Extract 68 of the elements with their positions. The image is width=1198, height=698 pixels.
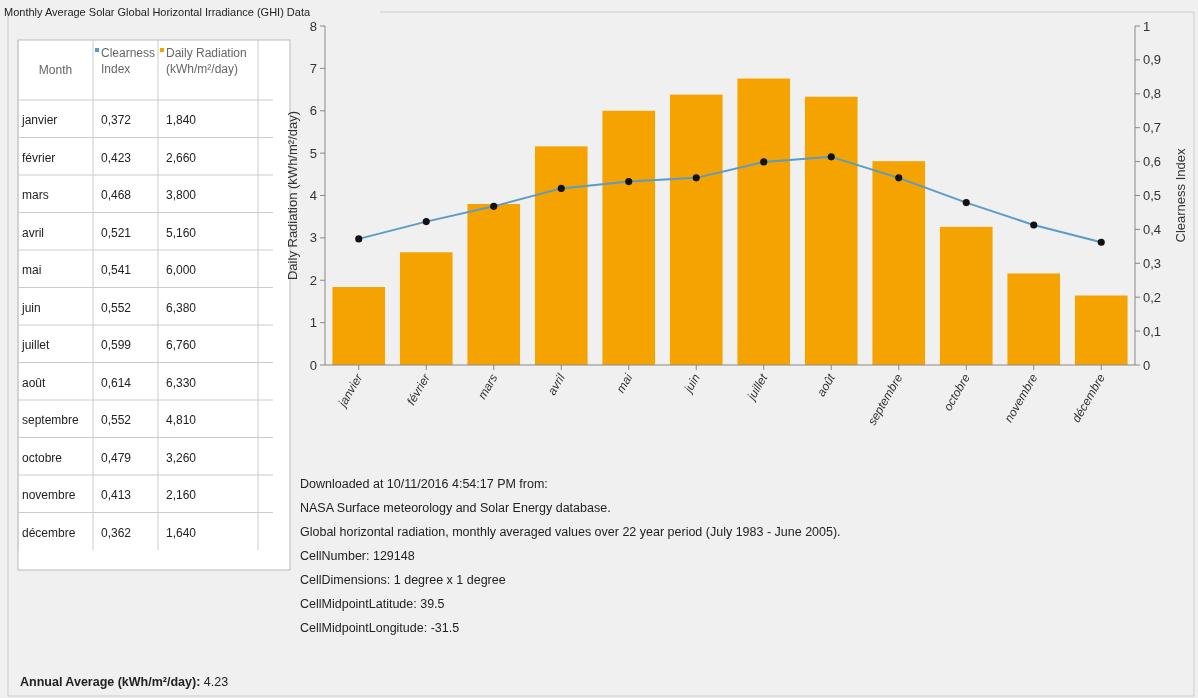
y2-tick-label: 0,7 xyxy=(1143,120,1162,136)
text: 3,260 xyxy=(166,450,197,465)
category-label: novembre xyxy=(22,488,76,502)
text: 0,413 xyxy=(101,488,132,502)
text: 0,479 xyxy=(101,450,132,465)
y2-axis-title: Clearness Index xyxy=(1173,148,1188,243)
text: 6,330 xyxy=(166,375,197,390)
y-tick-label: 1 xyxy=(309,315,317,331)
category-label: avril xyxy=(22,225,45,240)
y-tick-label: 5 xyxy=(309,145,317,161)
category-label: février xyxy=(22,150,56,165)
y-tick-label: 3 xyxy=(309,230,317,246)
y2-tick-label: 0,2 xyxy=(1143,289,1162,305)
text: 0,468 xyxy=(101,188,132,202)
text: CellNumber: 129148 xyxy=(300,549,415,563)
text: 6,000 xyxy=(166,263,197,277)
text: 0,599 xyxy=(101,338,132,352)
category-label: janvier xyxy=(22,113,58,127)
legend-label: Daily Radiation (kWh/m²/day) xyxy=(166,46,247,76)
category-label: mars xyxy=(22,188,49,202)
text: 6,380 xyxy=(166,300,197,315)
y-tick-label: 2 xyxy=(309,272,317,288)
text: 0,521 xyxy=(101,225,132,240)
text: 2,160 xyxy=(166,488,197,502)
text: 0,541 xyxy=(101,263,132,277)
y-tick-label: 8 xyxy=(309,18,317,34)
text: 3,800 xyxy=(166,188,197,202)
y2-tick-label: 0,8 xyxy=(1143,86,1162,102)
y2-tick-label: 0,6 xyxy=(1143,154,1162,170)
text: 0,362 xyxy=(101,525,132,540)
text: 1,840 xyxy=(166,113,197,127)
y2-tick-label: 0,4 xyxy=(1143,221,1162,237)
text: CellDimensions: 1 degree x 1 degree xyxy=(300,573,506,587)
text: CellMidpointLatitude: 39.5 xyxy=(300,597,445,611)
y-axis-title: Daily Radiation (kWh/m²/day) xyxy=(285,110,300,281)
text: Monthly Average Solar Global Horizontal Irradiance (GHI) Data xyxy=(4,6,311,18)
text: Annual Average (kWh/m²/day): 4.23 xyxy=(20,675,229,689)
category-label: juin xyxy=(22,300,41,315)
y2-tick-label: 0 xyxy=(1143,357,1151,373)
text: 0,552 xyxy=(101,413,132,427)
text: Downloaded at 10/11/2016 4:54:17 PM from: xyxy=(300,477,548,491)
text: NASA Surface meteorology and Solar Energy database. xyxy=(300,501,611,515)
category-label: octobre xyxy=(22,450,63,465)
y2-tick-label: 1 xyxy=(1143,18,1151,34)
y2-tick-label: 0,9 xyxy=(1143,52,1162,68)
y-tick-label: 7 xyxy=(309,60,317,76)
category-label: mai xyxy=(22,263,42,277)
text: 0,423 xyxy=(101,150,132,165)
text: 0,372 xyxy=(101,113,132,127)
y2-tick-label: 0,1 xyxy=(1143,323,1162,339)
text: 2,660 xyxy=(166,150,197,165)
text: 4,810 xyxy=(166,413,197,427)
text: CellMidpointLongitude: -31.5 xyxy=(300,621,460,635)
text: 6,760 xyxy=(166,338,197,352)
text: Global horizontal radiation, monthly averaged values over 22 year period (July 1983 - June 2005). xyxy=(300,525,841,539)
y2-tick-label: 0,3 xyxy=(1143,255,1162,271)
y2-tick-label: 0,5 xyxy=(1143,188,1162,204)
y-tick-label: 6 xyxy=(309,103,317,119)
text: 5,160 xyxy=(166,225,197,240)
text: Month xyxy=(38,63,73,77)
category-label: décembre xyxy=(22,525,76,540)
text: 0,614 xyxy=(101,375,132,390)
text: 0,552 xyxy=(101,300,132,315)
y-tick-label: 4 xyxy=(309,188,317,204)
legend-label: Clearness Index xyxy=(101,46,156,76)
y-tick-label: 0 xyxy=(309,357,317,373)
text: 1,640 xyxy=(166,525,197,540)
category-label: juillet xyxy=(22,338,50,352)
